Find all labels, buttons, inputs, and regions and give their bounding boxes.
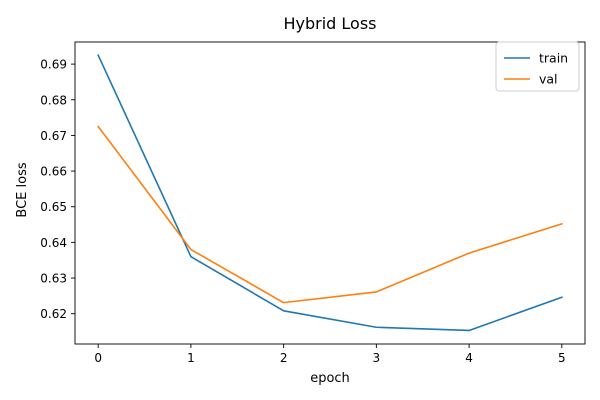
legend: train val — [495, 41, 580, 92]
legend-label-val: val — [539, 72, 558, 87]
y-tick-label: 0.65 — [40, 200, 67, 214]
y-tick-label: 0.69 — [40, 58, 67, 72]
x-tick-label: 4 — [465, 351, 473, 365]
series-line-val — [97, 125, 563, 304]
axes: 0 1 2 3 4 5 0.62 0.63 0.64 0.65 0.66 0.67 0.68 0.69 — [40, 41, 586, 365]
legend-label-train: train — [539, 51, 568, 66]
y-tick-label: 0.63 — [40, 272, 67, 286]
x-tick-label: 0 — [94, 351, 102, 365]
y-axis-label: BCE loss — [15, 162, 30, 217]
x-tick-label: 2 — [280, 351, 288, 365]
plot-area — [75, 42, 585, 344]
x-tick-label: 3 — [373, 351, 381, 365]
x-tick-label: 5 — [558, 351, 566, 365]
series-line-train — [97, 54, 563, 332]
chart-title: Hybrid Loss — [283, 14, 376, 33]
y-tick-label: 0.67 — [40, 129, 67, 143]
x-tick-label: 1 — [187, 351, 195, 365]
legend-box — [495, 41, 580, 92]
y-tick-label: 0.66 — [40, 165, 67, 179]
axes-frame — [74, 41, 586, 345]
y-tick-label: 0.62 — [40, 307, 67, 321]
plot-background — [75, 42, 585, 344]
y-tick-label: 0.64 — [40, 236, 67, 250]
y-tick-label: 0.68 — [40, 93, 67, 107]
x-axis-label: epoch — [310, 371, 350, 386]
series-lines — [97, 54, 563, 332]
